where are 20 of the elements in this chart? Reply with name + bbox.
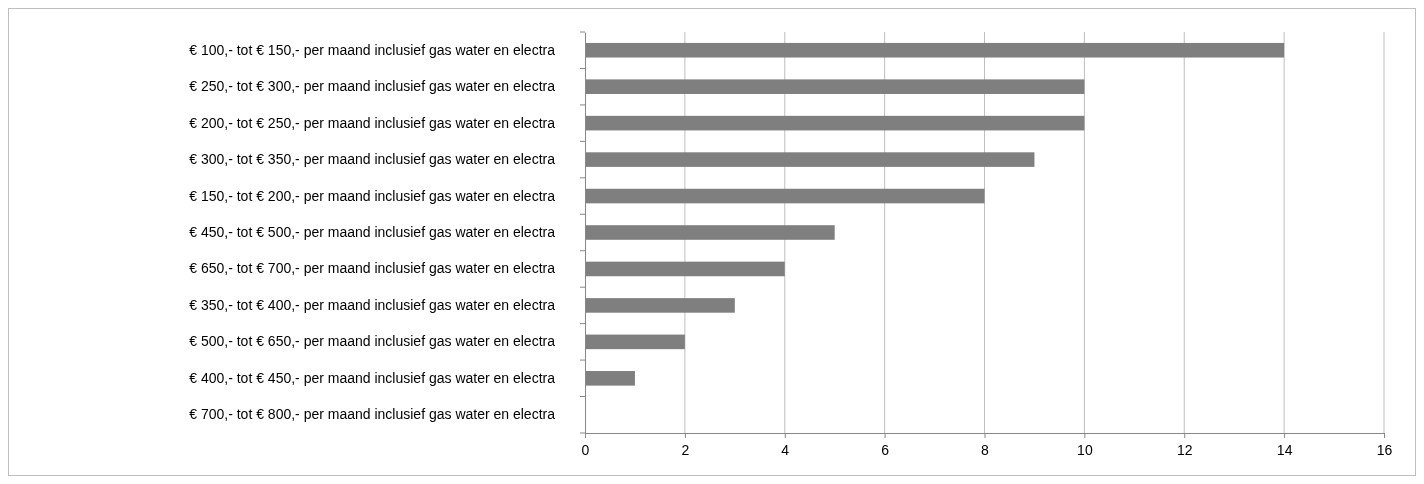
y-tick-label: € 200,- tot € 250,- per maand inclusief gas water en electra bbox=[189, 114, 556, 131]
y-tick-label: € 100,- tot € 150,- per maand inclusief gas water en electra bbox=[189, 41, 556, 58]
y-tick-label: € 650,- tot € 700,- per maand inclusief gas water en electra bbox=[189, 260, 556, 277]
y-tick-label: € 350,- tot € 400,- per maand inclusief gas water en electra bbox=[189, 296, 556, 313]
y-tick-label: € 700,- tot € 800,- per maand inclusief gas water en electra bbox=[189, 406, 556, 423]
y-tick-label: € 250,- tot € 300,- per maand inclusief gas water en electra bbox=[189, 78, 556, 95]
y-tick-label: € 400,- tot € 450,- per maand inclusief gas water en electra bbox=[189, 369, 556, 386]
x-tick-label: 16 bbox=[1376, 442, 1393, 458]
x-tick-label: 6 bbox=[881, 442, 890, 458]
x-tick-label: 12 bbox=[1176, 442, 1193, 458]
y-tick-label: € 300,- tot € 350,- per maand inclusief gas water en electra bbox=[189, 151, 556, 168]
y-tick-label: € 150,- tot € 200,- per maand inclusief gas water en electra bbox=[189, 187, 556, 204]
y-tick-label: € 500,- tot € 650,- per maand inclusief gas water en electra bbox=[189, 333, 556, 350]
y-tick-label: € 450,- tot € 500,- per maand inclusief gas water en electra bbox=[189, 223, 556, 240]
x-tick-label: 14 bbox=[1276, 442, 1293, 458]
x-tick-label: 0 bbox=[581, 442, 590, 458]
x-tick-label: 4 bbox=[781, 442, 790, 458]
x-tick-label: 2 bbox=[681, 442, 690, 458]
x-tick-label: 10 bbox=[1077, 442, 1093, 458]
x-tick-label: 8 bbox=[981, 442, 990, 458]
